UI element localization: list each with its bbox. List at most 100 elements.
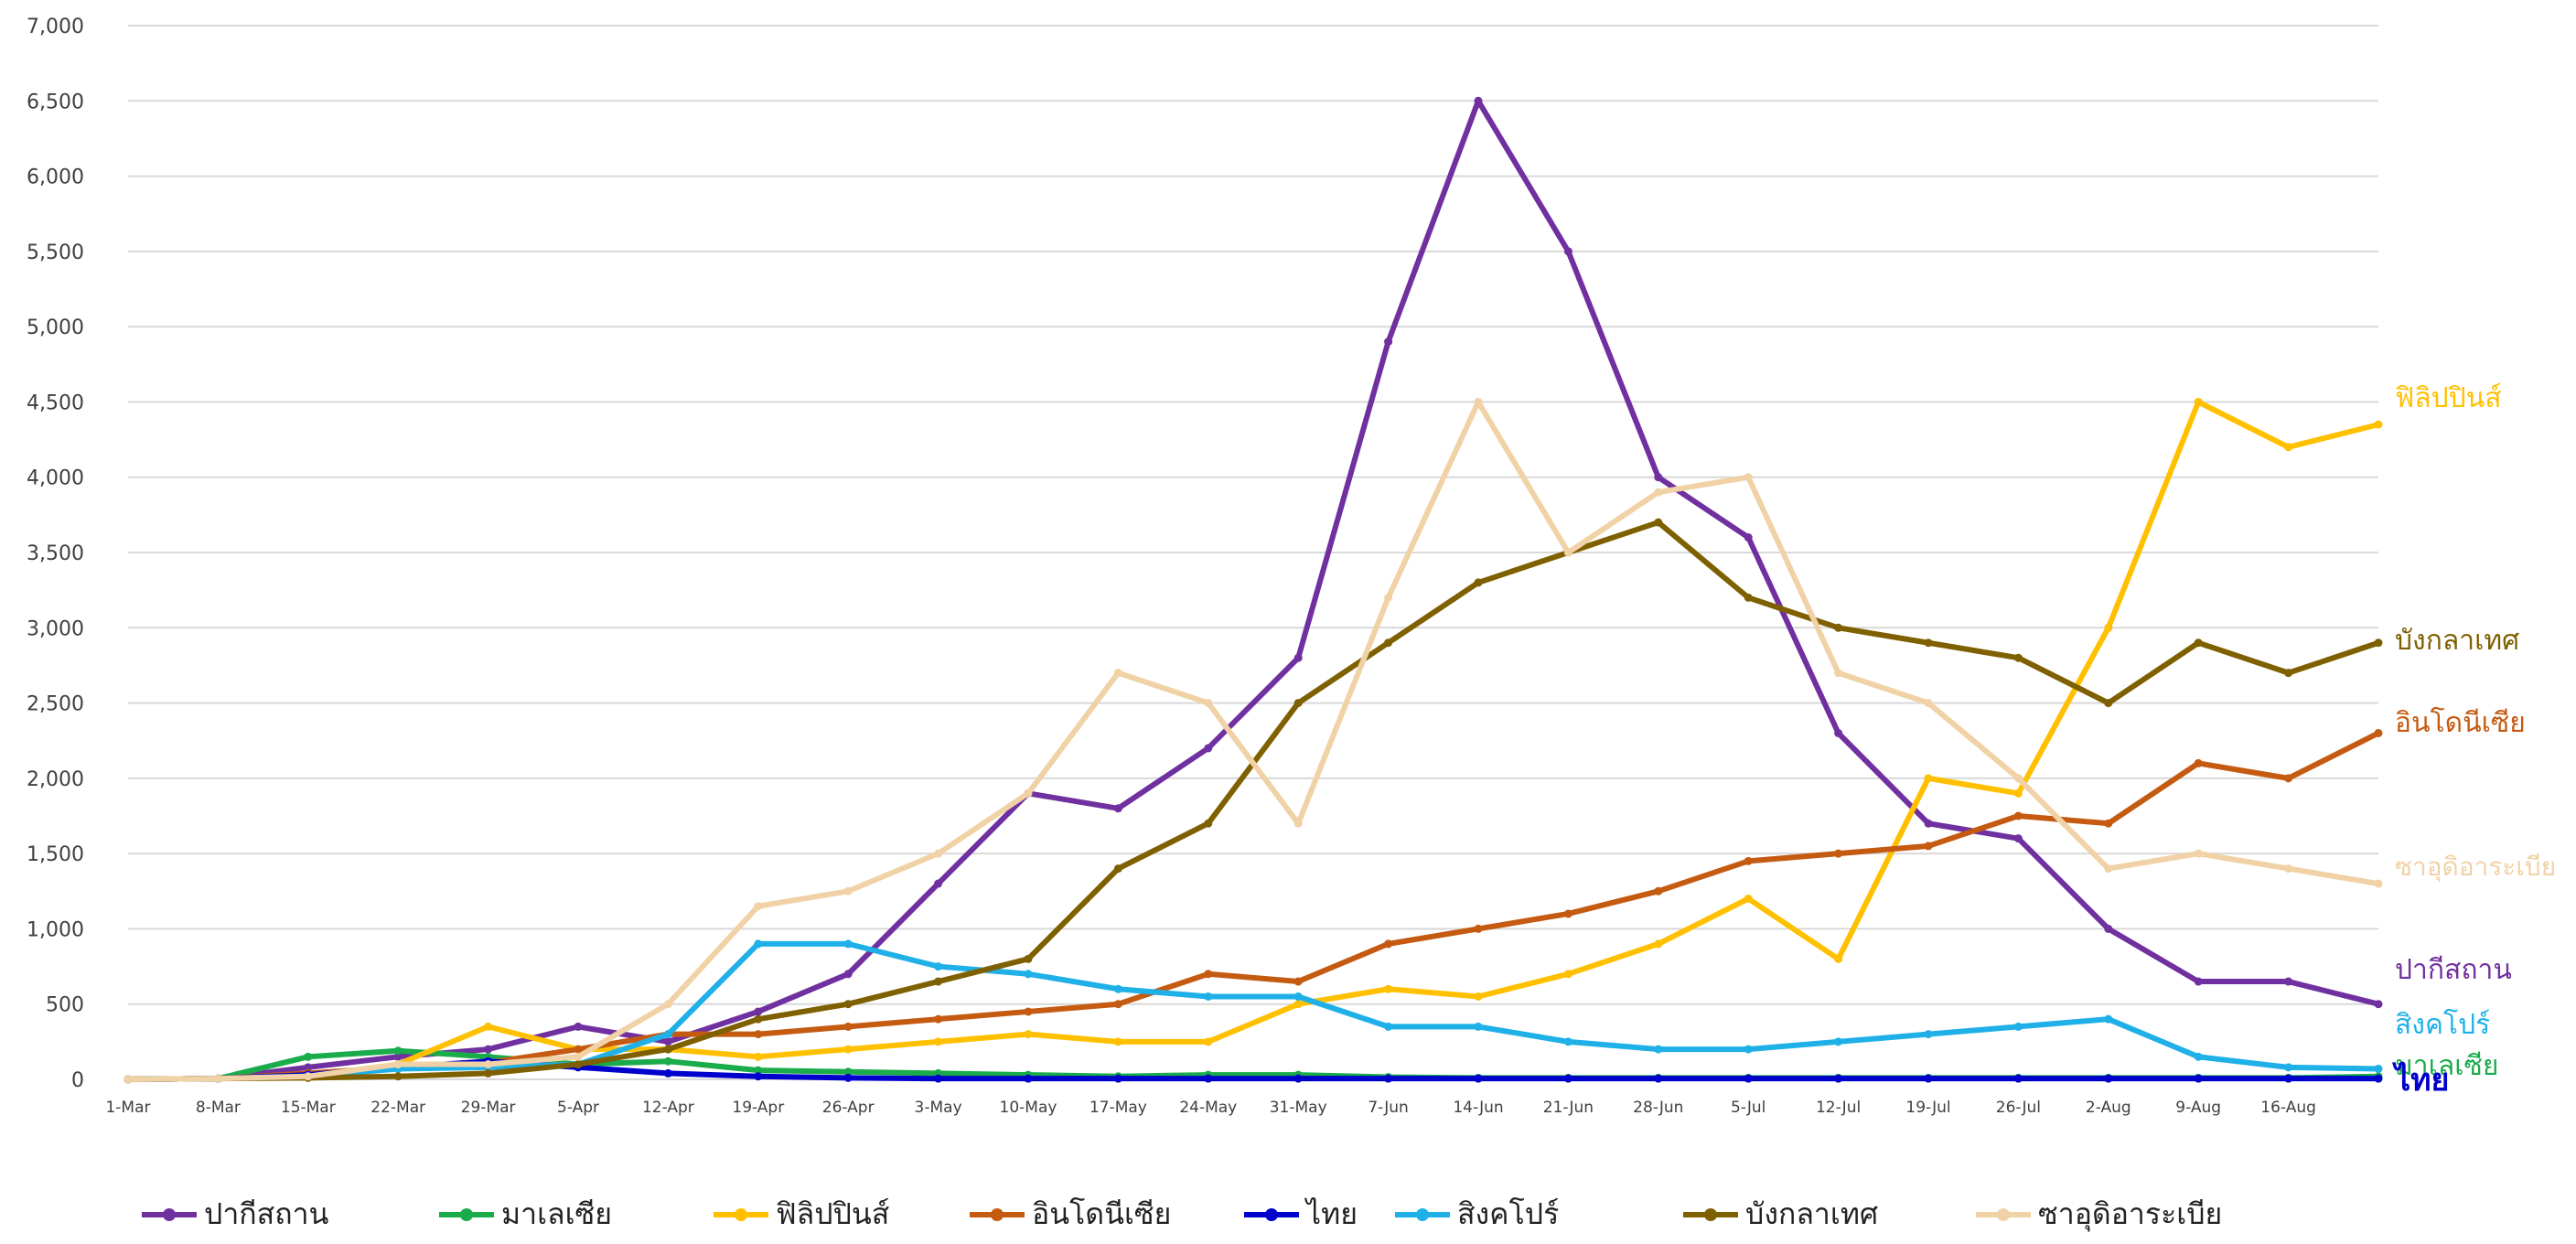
y-axis: 0 500 1,000 1,500 2,000 2,500 3,000 3,500 4,000 4… <box>27 16 84 1092</box>
data-point <box>1744 473 1753 482</box>
data-point <box>2194 1074 2203 1083</box>
data-point <box>1204 970 1213 979</box>
data-point <box>393 1060 402 1069</box>
x-tick-label: 28-Jun <box>1633 1099 1683 1117</box>
series-group <box>123 728 2383 1084</box>
data-point <box>1293 977 1303 986</box>
data-point <box>1563 909 1572 918</box>
data-point <box>1654 939 1663 949</box>
data-point <box>1924 774 1933 783</box>
y-tick-label: 4,500 <box>27 391 84 414</box>
data-point <box>393 1052 402 1061</box>
data-point <box>393 1072 402 1081</box>
y-tick-label: 4,000 <box>27 467 84 490</box>
y-tick-label: 0 <box>71 1069 84 1092</box>
data-point <box>1744 856 1753 865</box>
data-point <box>754 1030 763 1039</box>
legend-item: มาเลเซีย <box>439 1196 612 1231</box>
data-point <box>1834 1037 1843 1046</box>
legend-item: บังกลาเทศ <box>1683 1196 1878 1231</box>
series-end-label: ฟิลิปปินส์ <box>2395 382 2502 414</box>
data-point <box>934 1037 943 1046</box>
y-tick-label: 6,500 <box>27 91 84 113</box>
data-point <box>1654 473 1663 482</box>
data-point <box>1474 924 1483 933</box>
data-point <box>1204 1074 1213 1083</box>
x-tick-label: 19-Jul <box>1905 1099 1950 1117</box>
data-point <box>1744 593 1753 602</box>
data-point <box>1654 488 1663 497</box>
x-tick-label: 5-Apr <box>557 1099 599 1117</box>
legend-item: ไทย <box>1244 1196 1358 1231</box>
data-point <box>1024 1074 1033 1083</box>
data-point <box>2104 623 2113 632</box>
x-tick-label: 12-Apr <box>642 1099 694 1117</box>
series-line <box>125 399 2381 1082</box>
data-point <box>1834 849 1843 858</box>
y-tick-label: 5,500 <box>27 241 84 264</box>
data-point <box>2374 728 2383 737</box>
data-point <box>1384 984 1393 993</box>
data-point <box>1024 954 1033 963</box>
series-lines <box>123 96 2383 1084</box>
data-point <box>934 879 943 888</box>
legend-marker <box>460 1208 473 1221</box>
data-point <box>484 1068 493 1078</box>
data-point <box>2374 420 2383 429</box>
data-point <box>1474 397 1483 406</box>
x-tick-label: 15-Mar <box>281 1099 336 1117</box>
data-point <box>1834 1074 1843 1083</box>
data-point <box>1924 638 1933 648</box>
x-tick-label: 10-May <box>1000 1099 1057 1117</box>
data-point <box>2194 977 2203 986</box>
data-point <box>213 1074 222 1083</box>
data-point <box>1204 992 1213 1001</box>
data-point <box>393 1046 402 1056</box>
data-point <box>1113 1037 1122 1046</box>
data-point <box>574 1045 583 1054</box>
legend-item: สิงคโปร์ <box>1395 1196 1559 1231</box>
data-point <box>843 939 853 949</box>
data-point <box>2013 788 2023 798</box>
series-line <box>125 399 2381 1082</box>
data-point <box>1024 1007 1033 1016</box>
data-point <box>2013 1074 2023 1083</box>
legend-marker <box>1416 1208 1429 1221</box>
data-point <box>843 1045 853 1054</box>
x-tick-label: 12-Jul <box>1816 1099 1861 1117</box>
x-tick-label: 22-Mar <box>370 1099 425 1117</box>
data-point <box>2374 1074 2383 1083</box>
series-end-label: อินโดนีเซีย <box>2395 706 2526 739</box>
series-group <box>123 96 2383 1084</box>
series-line <box>125 98 2381 1082</box>
data-point <box>663 1037 672 1046</box>
data-point <box>2104 864 2113 874</box>
data-point <box>1293 1000 1303 1009</box>
x-tick-label: 17-May <box>1089 1099 1147 1117</box>
data-point <box>754 939 763 949</box>
y-tick-label: 2,500 <box>27 693 84 716</box>
data-point <box>1204 699 1213 708</box>
data-point <box>1563 1074 1572 1083</box>
data-point <box>663 1056 672 1066</box>
data-point <box>1113 1000 1122 1009</box>
data-point <box>1834 669 1843 678</box>
data-point <box>754 1052 763 1061</box>
data-point <box>1563 548 1572 557</box>
data-point <box>2013 774 2023 783</box>
legend-marker <box>1704 1208 1717 1221</box>
y-tick-label: 1,000 <box>27 918 84 941</box>
data-point <box>2284 443 2293 452</box>
y-tick-label: 7,000 <box>27 16 84 38</box>
x-tick-label: 19-Apr <box>732 1099 784 1117</box>
x-tick-label: 9-Aug <box>2175 1099 2221 1117</box>
data-point <box>934 1074 943 1083</box>
x-tick-label: 3-May <box>915 1099 962 1117</box>
data-point <box>663 1030 672 1039</box>
data-point <box>2194 638 2203 648</box>
data-point <box>1834 728 1843 737</box>
x-axis: 1-Mar 8-Mar 15-Mar 22-Mar 29-Mar 5-Apr 12-Apr 1… <box>105 1099 2315 1117</box>
y-tick-label: 500 <box>46 994 84 1017</box>
